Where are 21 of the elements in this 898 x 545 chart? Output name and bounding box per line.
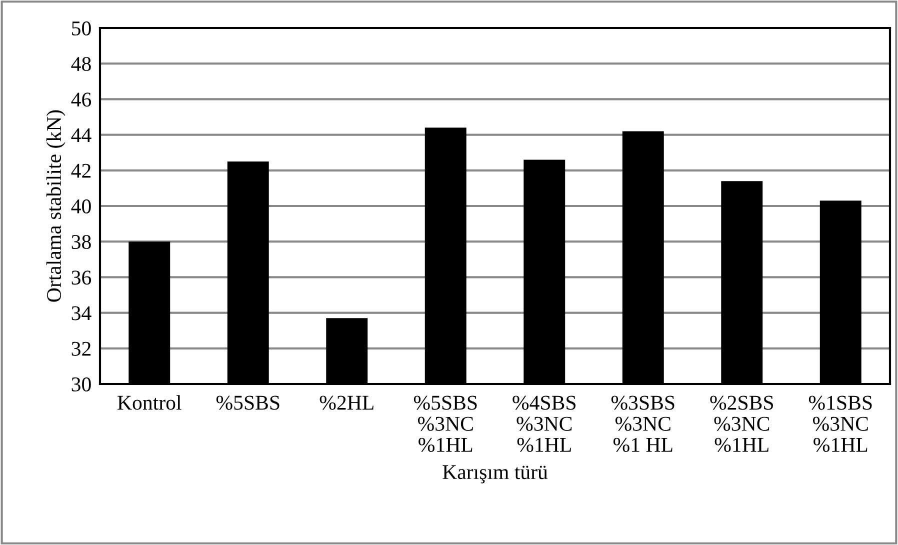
y-tick-label: 30 (72, 377, 91, 392)
x-axis-title: Karışım türü (442, 465, 548, 484)
x-tick-label: %2SBS %3NC %1HL (710, 396, 774, 452)
x-tick-label: %2HL (320, 396, 374, 410)
x-tick-label: %1SBS %3NC %1HL (808, 396, 872, 452)
y-tick-label: 36 (72, 270, 92, 285)
y-tick-label: 42 (71, 164, 91, 178)
y-tick-label: 32 (72, 342, 91, 356)
y-tick-label: 38 (72, 234, 91, 250)
x-tick-label: %5SBS %3NC %1HL (414, 396, 477, 452)
y-tick-label: 46 (71, 92, 92, 107)
y-tick-label: 44 (71, 128, 92, 142)
x-tick-label: %3SBS %3NC %1 HL (611, 396, 674, 452)
x-tick-label: %4SBS %3NC %1HL (512, 396, 576, 452)
y-tick-label: 48 (71, 56, 91, 72)
y-tick-label: 34 (72, 306, 92, 320)
x-tick-label: Kontrol (118, 395, 182, 410)
y-tick-label: 40 (71, 199, 91, 214)
y-axis-title: Ortalama stabilite (kN) (46, 110, 66, 302)
y-tick-label: 50 (72, 21, 91, 36)
x-tick-label: %5SBS (216, 396, 280, 410)
